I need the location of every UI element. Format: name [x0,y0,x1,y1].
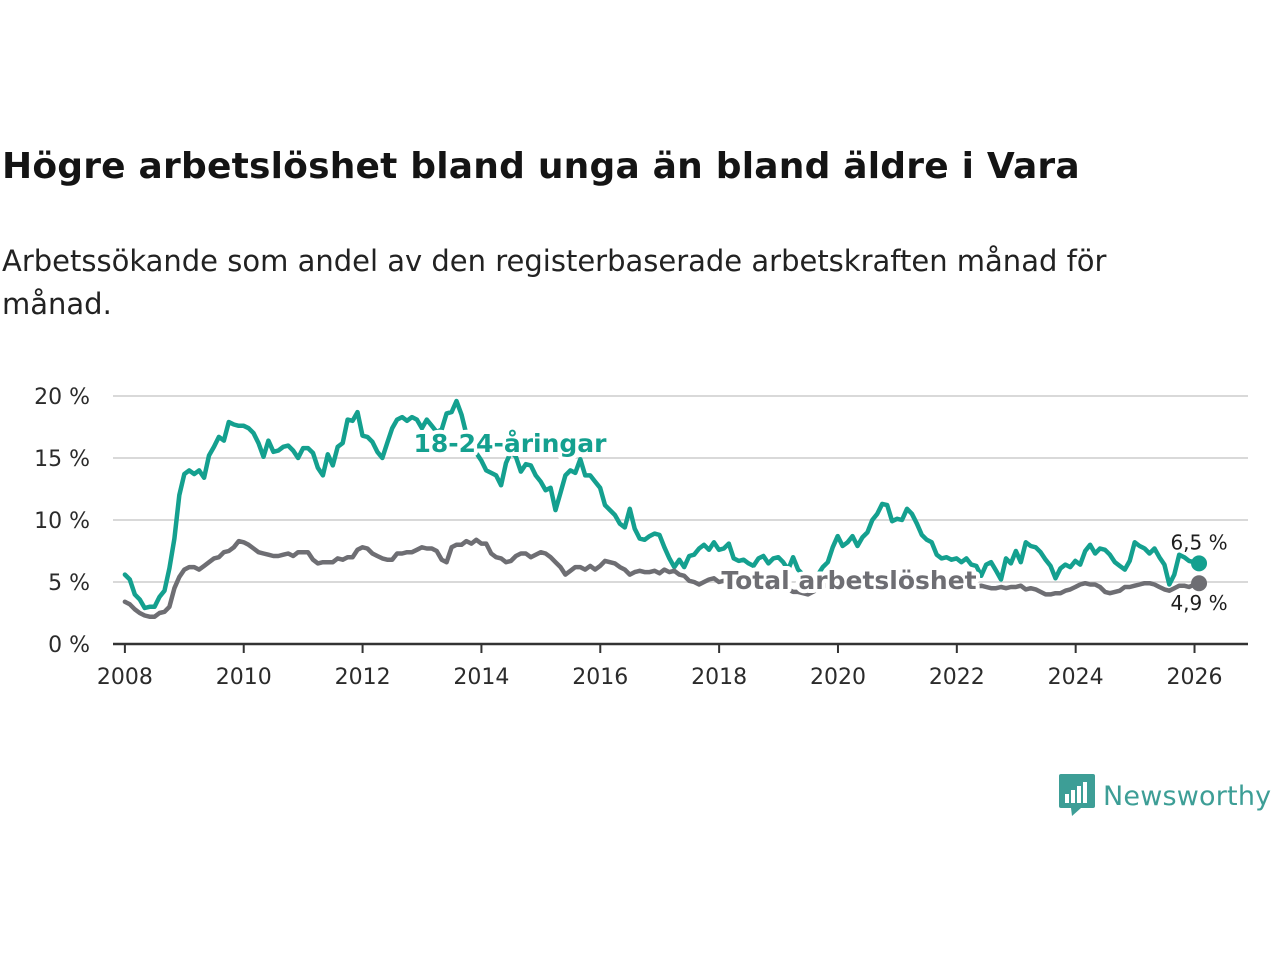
chart-title: Högre arbetslöshet bland unga än bland ä… [2,146,1080,187]
series-lines [122,398,1208,619]
x-tick-label: 2014 [453,665,509,690]
youth-endpoint [1191,555,1208,572]
total-series-label: Total arbetslöshet [721,566,976,595]
x-tick-label: 2012 [335,665,391,690]
gridlines [113,395,1248,646]
line-chart: 0 %5 %10 %15 %20 % 2008 2010 2012 2014 2016 2… [34,385,1248,690]
x-tick-label: 2022 [929,665,985,690]
y-axis-ticks: 0 % 5 % 10 % 15 % 20 % [34,385,90,658]
y-tick-label: 20 % [34,385,90,410]
total-line [122,537,1202,619]
x-tick-label: 2008 [97,665,153,690]
chart-subtitle: Arbetssökande som andel av den registerb… [2,244,1107,321]
x-tick-label: 2016 [572,665,628,690]
newsworthy-logo: Newsworthy [1059,774,1271,818]
x-tick-label: 2024 [1048,665,1104,690]
x-tick-label: 2018 [691,665,747,690]
youth-line [122,398,1202,611]
total-end-label: 4,9 % [1170,591,1227,615]
total-series-label-halo: Total arbetslöshet [721,566,976,595]
youth-end-label: 6,5 % [1170,530,1227,554]
y-tick-label: 15 % [34,447,90,472]
y-tick-label: 5 % [48,571,90,596]
x-tick-label: 2026 [1167,665,1223,690]
series-labels: 6,5 %4,9 %18-24-åringar18-24-åringarTota… [410,425,1228,615]
x-tick-label: 2010 [216,665,272,690]
brand-name: Newsworthy [1103,780,1272,812]
y-tick-label: 0 % [48,633,90,658]
y-tick-label: 10 % [34,509,90,534]
youth-series-label-halo: 18-24-åringar [414,429,608,458]
x-tick-label: 2020 [810,665,866,690]
total-endpoint [1191,575,1208,592]
x-axis-ticks: 2008 2010 2012 2014 2016 2018 2020 2022 2024 2026 [97,644,1223,690]
youth-series-label: 18-24-åringar [414,429,608,458]
newsworthy-icon [1059,774,1095,816]
